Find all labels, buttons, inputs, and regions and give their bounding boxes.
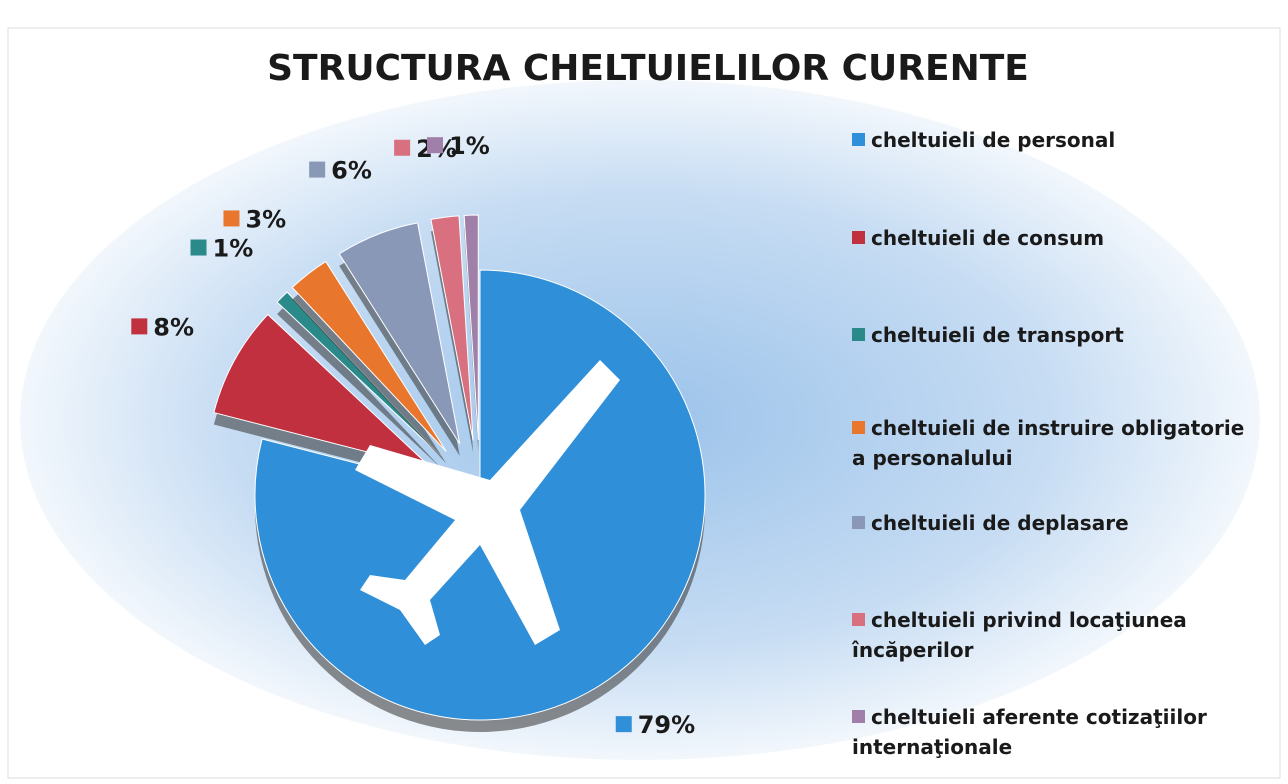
chart-title: STRUCTURA CHELTUIELILOR CURENTE [267,48,1029,89]
legend-swatch [852,421,865,434]
label-swatch [191,240,207,256]
data-label: 1% [449,132,490,160]
legend-label: cheltuieli de deplasare [871,511,1129,535]
legend-swatch [852,231,865,244]
legend-swatch [852,328,865,341]
label-swatch [223,210,239,226]
data-label: 3% [245,205,286,233]
data-label: 8% [153,313,194,341]
legend-item: cheltuieli aferente cotizaţiilor interna… [852,702,1262,762]
legend-label: cheltuieli de consum [871,226,1104,250]
legend-label: cheltuieli privind locaţiunea încăperilo… [852,608,1187,662]
page: STRUCTURA CHELTUIELILOR CURENTE 79%8%1%3… [0,0,1288,784]
legend-item: cheltuieli privind locaţiunea încăperilo… [852,605,1262,665]
legend-swatch [852,613,865,626]
data-label: 1% [213,235,254,263]
label-swatch [427,137,443,153]
legend-label: cheltuieli aferente cotizaţiilor interna… [852,705,1207,759]
label-swatch [394,140,410,156]
legend-label: cheltuieli de instruire obligatorie a pe… [852,416,1244,470]
legend-item: cheltuieli de deplasare [852,508,1262,538]
legend-item: cheltuieli de personal [852,125,1262,155]
data-label: 6% [331,157,372,185]
label-swatch [309,162,325,178]
chart: STRUCTURA CHELTUIELILOR CURENTE 79%8%1%3… [0,0,1288,784]
legend-swatch [852,710,865,723]
legend-item: cheltuieli de consum [852,223,1262,253]
label-swatch [616,716,632,732]
data-label: 79% [638,711,695,739]
label-swatch [131,318,147,334]
legend-label: cheltuieli de personal [871,128,1115,152]
legend-item: cheltuieli de transport [852,320,1262,350]
legend-item: cheltuieli de instruire obligatorie a pe… [852,413,1262,473]
legend-swatch [852,516,865,529]
legend-swatch [852,133,865,146]
legend-label: cheltuieli de transport [871,323,1124,347]
